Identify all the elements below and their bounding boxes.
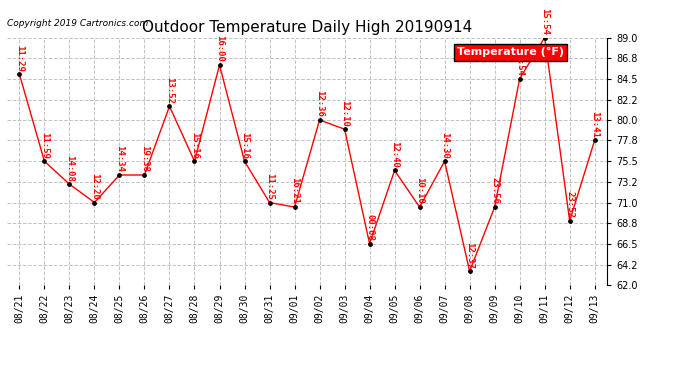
Point — [39, 158, 50, 164]
Point — [14, 71, 25, 77]
Text: 23:52: 23:52 — [565, 191, 574, 218]
Text: 12:10: 12:10 — [340, 99, 349, 126]
Point — [489, 204, 500, 210]
Point — [189, 158, 200, 164]
Text: 10:10: 10:10 — [415, 177, 424, 204]
Point — [289, 204, 300, 210]
Point — [239, 158, 250, 164]
Text: Temperature (°F): Temperature (°F) — [457, 47, 564, 57]
Point — [264, 200, 275, 206]
Point — [539, 34, 550, 40]
Text: 11:59: 11:59 — [40, 132, 49, 159]
Point — [514, 76, 525, 82]
Text: 13:52: 13:52 — [165, 76, 174, 104]
Text: 23:56: 23:56 — [490, 177, 499, 204]
Point — [139, 172, 150, 178]
Text: 15:54: 15:54 — [515, 49, 524, 76]
Text: 14:30: 14:30 — [440, 132, 449, 159]
Text: 14:08: 14:08 — [65, 154, 74, 182]
Point — [89, 200, 100, 206]
Text: 13:41: 13:41 — [590, 111, 599, 137]
Text: 12:36: 12:36 — [315, 90, 324, 117]
Point — [389, 167, 400, 173]
Text: 11:25: 11:25 — [265, 173, 274, 200]
Text: 12:20: 12:20 — [90, 173, 99, 200]
Text: 14:34: 14:34 — [115, 146, 124, 172]
Point — [64, 181, 75, 187]
Point — [339, 126, 350, 132]
Point — [464, 268, 475, 274]
Point — [364, 241, 375, 247]
Point — [564, 218, 575, 224]
Point — [114, 172, 125, 178]
Text: 16:00: 16:00 — [215, 35, 224, 62]
Point — [314, 117, 325, 123]
Text: 16:21: 16:21 — [290, 177, 299, 204]
Point — [164, 103, 175, 109]
Point — [439, 158, 450, 164]
Text: 15:16: 15:16 — [190, 132, 199, 159]
Text: Copyright 2019 Cartronics.com: Copyright 2019 Cartronics.com — [7, 19, 148, 28]
Text: 12:37: 12:37 — [465, 242, 474, 268]
Text: 19:38: 19:38 — [140, 146, 149, 172]
Text: 00:08: 00:08 — [365, 214, 374, 241]
Point — [214, 62, 225, 68]
Title: Outdoor Temperature Daily High 20190914: Outdoor Temperature Daily High 20190914 — [142, 20, 472, 35]
Text: 15:16: 15:16 — [240, 132, 249, 159]
Text: 15:54: 15:54 — [540, 8, 549, 35]
Text: 12:40: 12:40 — [390, 141, 399, 168]
Point — [589, 137, 600, 143]
Point — [414, 204, 425, 210]
Text: 11:29: 11:29 — [15, 45, 24, 71]
